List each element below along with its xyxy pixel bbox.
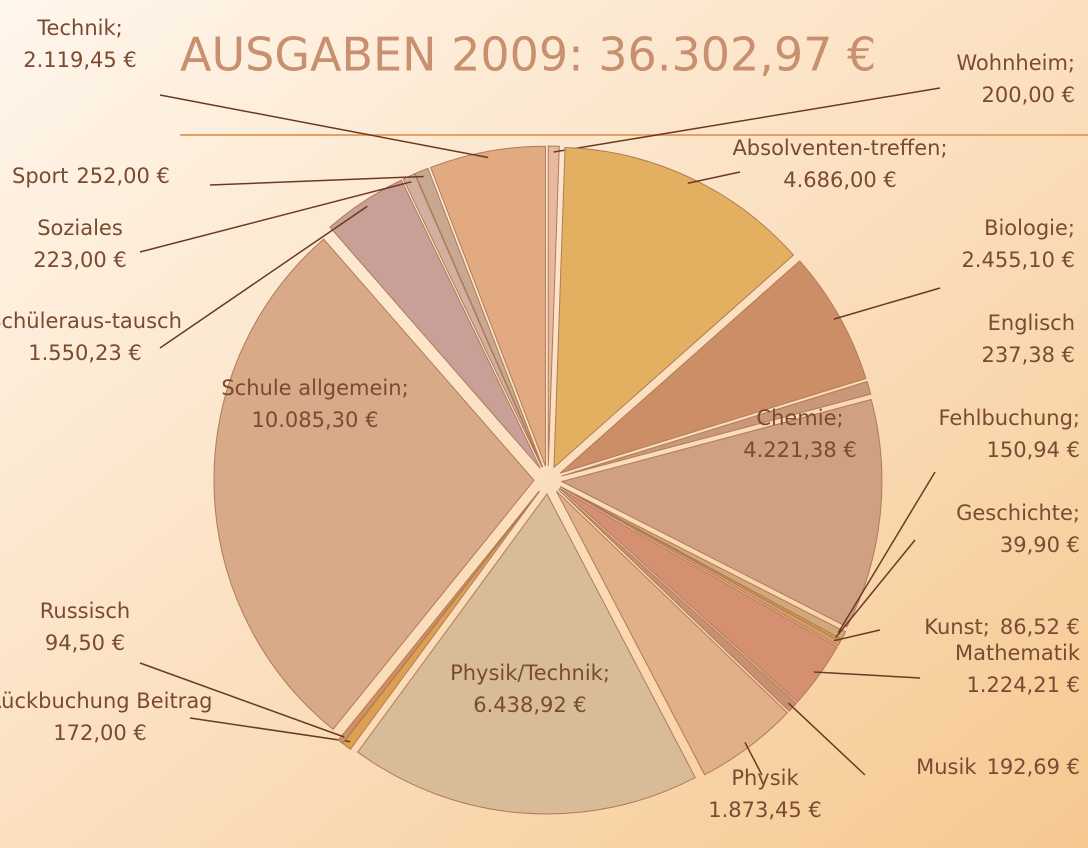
leader-line — [833, 287, 941, 320]
pie-slice — [213, 238, 535, 731]
data-label-name: Schüleraus-tausch — [0, 309, 182, 333]
leader-line — [787, 702, 866, 776]
data-label: 252,00 € — [76, 164, 170, 188]
data-label-name: Sport — [12, 164, 68, 188]
data-label-name: Wohnheim; — [956, 51, 1075, 75]
leader-line — [835, 539, 916, 639]
pie-slice — [547, 145, 560, 467]
data-label: 4.686,00 € — [783, 168, 897, 192]
data-label-name: Chemie; — [756, 406, 843, 430]
data-label-name: Geschichte; — [956, 501, 1080, 525]
pie-slice — [553, 147, 795, 469]
pie-slice — [560, 398, 883, 628]
data-label: 150,94 € — [986, 438, 1080, 462]
data-label-name: Absolventen-treffen; — [732, 136, 947, 160]
leader-line — [837, 471, 936, 634]
data-label: 192,69 € — [986, 755, 1080, 779]
data-label-name: Biologie; — [984, 216, 1075, 240]
chart-title: AUSGABEN 2009: 36.302,97 € — [180, 28, 876, 82]
data-label: 223,00 € — [33, 248, 127, 272]
data-label: 39,90 € — [1000, 533, 1080, 557]
pie-slice — [559, 486, 842, 647]
data-label-name: Englisch — [988, 311, 1075, 335]
data-label: 172,00 € — [53, 721, 147, 745]
leader-line — [833, 629, 881, 642]
data-label: 1.873,45 € — [708, 798, 822, 822]
data-label-name: Technik; — [36, 16, 122, 40]
leader-line — [813, 671, 921, 679]
pie-slice — [329, 179, 541, 469]
data-label: 86,52 € — [1000, 615, 1080, 639]
pie-slice — [555, 490, 789, 776]
leader-line — [553, 87, 941, 153]
data-label-name: Russisch — [40, 599, 130, 623]
pie-slice — [561, 380, 872, 477]
data-label-name: Mathematik — [955, 641, 1081, 665]
data-label: 237,38 € — [981, 343, 1075, 367]
data-label-name: Kunst; — [924, 615, 990, 639]
data-label-name: Schule allgemein; — [221, 376, 408, 400]
leader-line — [159, 205, 368, 349]
pie-slice — [414, 167, 544, 468]
leader-line — [189, 717, 351, 743]
leader-line — [159, 94, 489, 159]
data-label: 200,00 € — [981, 83, 1075, 107]
pie-slice — [337, 490, 540, 745]
pie-slice — [430, 145, 546, 467]
data-label: 1.550,23 € — [28, 341, 142, 365]
leader-line — [139, 662, 345, 738]
data-label-name: Physik — [731, 766, 799, 790]
data-label: 94,50 € — [45, 631, 125, 655]
data-label-name: Physik/Technik; — [450, 661, 610, 685]
data-label: 10.085,30 € — [252, 408, 379, 432]
data-label-name: Soziales — [37, 216, 123, 240]
pie-slice — [559, 487, 838, 703]
pie-slice — [559, 260, 867, 474]
data-label: 6.438,92 € — [473, 693, 587, 717]
leader-line — [687, 171, 741, 184]
leader-line — [744, 741, 763, 776]
pie-slice — [357, 493, 696, 815]
data-label: 4.221,38 € — [743, 438, 857, 462]
leader-line — [139, 181, 412, 253]
data-label: 2.119,45 € — [23, 48, 137, 72]
data-label-name: Rückbuchung Beitrag — [0, 689, 213, 713]
data-label: 1.224,21 € — [966, 673, 1080, 697]
data-label-name: Fehlbuchung; — [938, 406, 1080, 430]
leader-line — [209, 175, 424, 186]
data-label-name: Musik — [916, 755, 977, 779]
data-label: 2.455,10 € — [961, 248, 1075, 272]
